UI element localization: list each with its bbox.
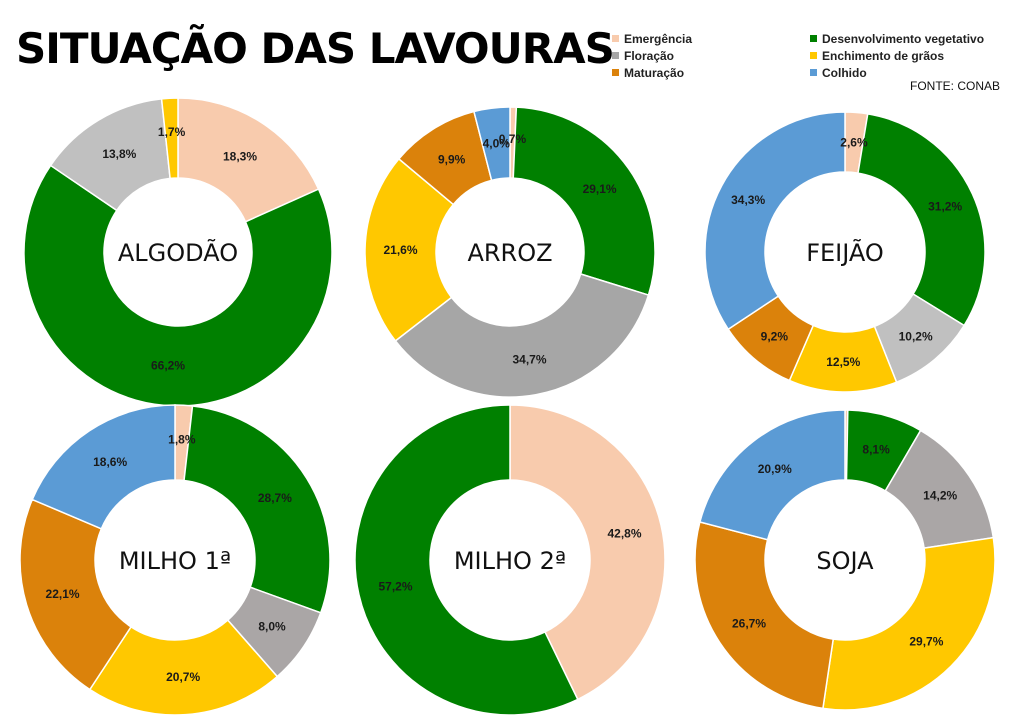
donut-milho-1: 1,8% 28,7% 8,0% 20,7% 22,1% 18,6% MILHO 1ª: [19, 404, 331, 716]
legend-label: Maturação: [624, 65, 685, 80]
legend-label: Enchimento de grãos: [822, 48, 945, 63]
slice-emergencia: [509, 404, 666, 701]
slice-value-label: 20,9%: [758, 462, 792, 476]
donut-algodao: 18,3% 66,2% 13,8% 1,7% ALGODÃO: [23, 97, 333, 407]
legend-swatch: [810, 35, 817, 42]
slice-value-label: 14,2%: [923, 488, 957, 502]
legend-label: Desenvolvimento vegetativo: [822, 31, 985, 46]
legend-swatch: [810, 52, 817, 59]
slice-value-label: 4,0%: [483, 136, 511, 150]
slice-value-label: 28,7%: [258, 491, 292, 505]
legend-item-floracao: Floração: [612, 47, 692, 64]
slice-enchimento-de-graos: [822, 536, 996, 711]
chart-title: SOJA: [816, 547, 874, 575]
legend-item-maturacao: Maturação: [612, 64, 692, 81]
slice-desenvolvimento-vegetativo: [857, 113, 986, 327]
slice-value-label: 20,7%: [166, 670, 200, 684]
page-title: SITUAÇÃO DAS LAVOURAS: [16, 24, 615, 73]
legend-swatch: [612, 35, 619, 42]
donut-feijao: 2,6% 31,2% 10,2% 12,5% 9,2% 34,3% FEIJÃO: [704, 111, 986, 393]
slice-value-label: 12,5%: [826, 355, 860, 369]
slice-enchimento-de-graos: [364, 157, 455, 342]
slice-value-label: 66,2%: [151, 359, 185, 373]
slice-value-label: 18,6%: [93, 455, 127, 469]
legend-item-colhido: Colhido: [810, 64, 984, 81]
slice-desenvolvimento-vegetativo: [183, 405, 331, 614]
chart-title: MILHO 1ª: [119, 547, 231, 575]
slice-value-label: 9,9%: [438, 152, 466, 166]
slice-value-label: 10,2%: [899, 329, 933, 343]
legend-label: Floração: [624, 48, 675, 63]
legend-item-enchimento: Enchimento de grãos: [810, 47, 984, 64]
slice-maturacao: [19, 498, 133, 691]
slice-value-label: 8,0%: [258, 619, 286, 633]
slice-value-label: 42,8%: [607, 527, 641, 541]
legend-left: Emergência Floração Maturação: [612, 30, 692, 81]
slice-enchimento-de-graos: [160, 97, 179, 180]
legend-item-emergencia: Emergência: [612, 30, 692, 47]
slice-value-label: 1,7%: [158, 125, 186, 139]
slice-emergencia: [177, 97, 320, 223]
slice-value-label: 18,3%: [223, 149, 257, 163]
donut-milho-2: 42,8% 57,2% MILHO 2ª: [354, 404, 666, 716]
source-note: FONTE: CONAB: [910, 79, 1001, 93]
slice-colhido: [473, 106, 511, 182]
slice-value-label: 21,6%: [384, 243, 418, 257]
legend-right: Desenvolvimento vegetativo Enchimento de…: [810, 30, 984, 81]
slice-value-label: 8,1%: [862, 442, 890, 456]
legend-swatch: [612, 52, 619, 59]
slice-value-label: 57,2%: [378, 579, 412, 593]
donut-arroz: 0,7% 29,1% 34,7% 21,6% 9,9% 4,0% ARROZ: [364, 106, 656, 398]
slice-value-label: 34,3%: [731, 193, 765, 207]
slice-value-label: 34,7%: [512, 353, 546, 367]
slice-desenvolvimento-vegetativo: [512, 106, 656, 297]
slice-value-label: 26,7%: [732, 616, 766, 630]
legend-label: Colhido: [822, 65, 867, 80]
slice-colhido: [704, 111, 846, 331]
legend-item-desenvolvimento: Desenvolvimento vegetativo: [810, 30, 984, 47]
slice-value-label: 1,8%: [168, 432, 196, 446]
slice-maturacao: [694, 521, 835, 710]
slice-value-label: 9,2%: [761, 329, 789, 343]
legend-swatch: [810, 69, 817, 76]
slice-value-label: 29,1%: [583, 182, 617, 196]
slice-desenvolvimento-vegetativo: [354, 404, 579, 716]
chart-title: MILHO 2ª: [454, 547, 566, 575]
slice-value-label: 31,2%: [928, 199, 962, 213]
chart-title: FEIJÃO: [806, 237, 884, 267]
slice-value-label: 0,7%: [499, 132, 527, 146]
donut-soja: 8,1% 14,2% 29,7% 26,7% 20,9% SOJA: [694, 409, 996, 711]
slice-value-label: 13,8%: [102, 147, 136, 161]
slice-value-label: 22,1%: [46, 587, 80, 601]
chart-title: ARROZ: [467, 239, 552, 267]
legend-swatch: [612, 69, 619, 76]
slice-value-label: 29,7%: [909, 634, 943, 648]
chart-title: ALGODÃO: [118, 237, 238, 267]
slice-floracao: [394, 273, 650, 398]
slice-value-label: 2,6%: [840, 135, 868, 149]
slice-colhido: [698, 409, 846, 541]
slice-desenvolvimento-vegetativo: [23, 164, 333, 407]
slice-colhido: [31, 404, 176, 530]
slice-enchimento-de-graos: [88, 619, 279, 716]
legend-label: Emergência: [624, 31, 693, 46]
